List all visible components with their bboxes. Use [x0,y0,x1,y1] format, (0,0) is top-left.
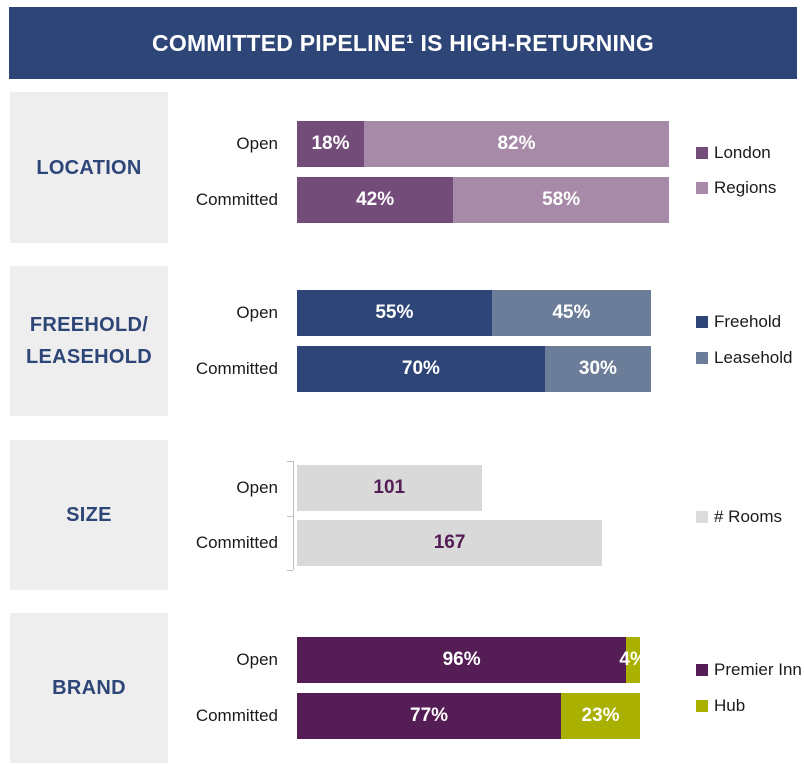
data-label: 82% [497,133,536,154]
bar-segment: 18% [297,121,364,167]
stacked-bar: 167 [297,520,603,566]
row-label: Open [236,134,278,153]
legend-swatch [696,700,708,712]
legend-item: # Rooms [696,507,782,527]
stacked-bar: 101 [297,465,482,511]
bar-segment: 82% [363,121,669,167]
legend-swatch [696,316,708,328]
legend-swatch [696,511,708,523]
bar-segment: 23% [561,693,640,739]
axis-tick [287,570,293,571]
category-label: BRAND [52,677,126,699]
bar-segment: 70% [297,346,545,392]
legend-item: Leasehold [696,348,792,368]
chart-title: COMMITTED PIPELINE¹ IS HIGH-RETURNING [9,7,797,79]
legend-item: London [696,143,771,163]
legend-item: Regions [696,178,776,198]
row-label: Open [236,650,278,669]
stacked-bar: 77% 23% [297,693,640,739]
legend-item: Premier Inn [696,660,802,680]
row-label: Committed [195,706,278,725]
axis-tick [287,461,293,462]
legend-label: Regions [714,178,777,197]
stacked-bar: 96% 4% [297,637,647,683]
legend-swatch [696,147,708,159]
row-label: Committed [195,359,278,378]
row-label: Open [236,303,278,322]
stacked-bar: 70% 30% [297,346,651,392]
category-panel: LOCATION [10,92,168,243]
bar-segment: 30% [544,346,651,392]
data-label: 45% [552,302,591,323]
data-label: 18% [311,133,350,154]
bar-segment: 167 [297,520,603,566]
category-axis [293,461,294,570]
category-panel: SIZE [10,440,168,590]
legend-label: # Rooms [714,507,783,526]
bar-segment: 42% [297,177,454,223]
category-panel: BRAND [10,613,168,763]
legend-swatch [696,352,708,364]
row-label: Committed [195,533,278,552]
data-label: 42% [356,189,395,210]
data-label: 30% [578,358,617,379]
bar-segment: 55% [297,290,492,336]
legend-label: Leasehold [714,348,793,367]
legend-swatch [696,182,708,194]
bar-segment: 96% [297,637,627,683]
row-label: Open [236,478,278,497]
axis-tick [287,515,293,517]
bar-segment: 77% [297,693,562,739]
bar-segment: 58% [453,177,669,223]
legend-label: Freehold [714,312,782,331]
category-label: LOCATION [36,156,142,179]
category-label: SIZE [66,504,112,526]
stacked-bar: 42% 58% [297,177,669,223]
data-label: 96% [442,649,481,670]
data-label: 55% [375,302,414,323]
legend-label: Premier Inn [714,660,802,679]
stacked-bar: 18% 82% [297,121,669,167]
bar-segment: 45% [491,290,651,336]
data-label: 58% [542,189,581,210]
data-label: 167 [433,532,466,553]
legend-swatch [696,664,708,676]
data-label: 101 [373,477,406,498]
bar-segment: 101 [297,465,482,511]
data-label: 70% [401,358,440,379]
category-label: FREEHOLD/ LEASEHOLD [25,314,153,368]
legend-label: London [714,143,771,162]
data-label: 4% [619,649,647,670]
data-label: 23% [581,705,620,726]
row-label: Committed [195,190,278,209]
data-label: 77% [410,705,449,726]
category-panel: FREEHOLD/ LEASEHOLD [10,266,168,416]
stacked-bar: 55% 45% [297,290,651,336]
bar-segment: 4% [619,637,647,683]
legend-item: Freehold [696,312,781,332]
legend-item: Hub [696,696,745,716]
legend-label: Hub [714,696,746,715]
